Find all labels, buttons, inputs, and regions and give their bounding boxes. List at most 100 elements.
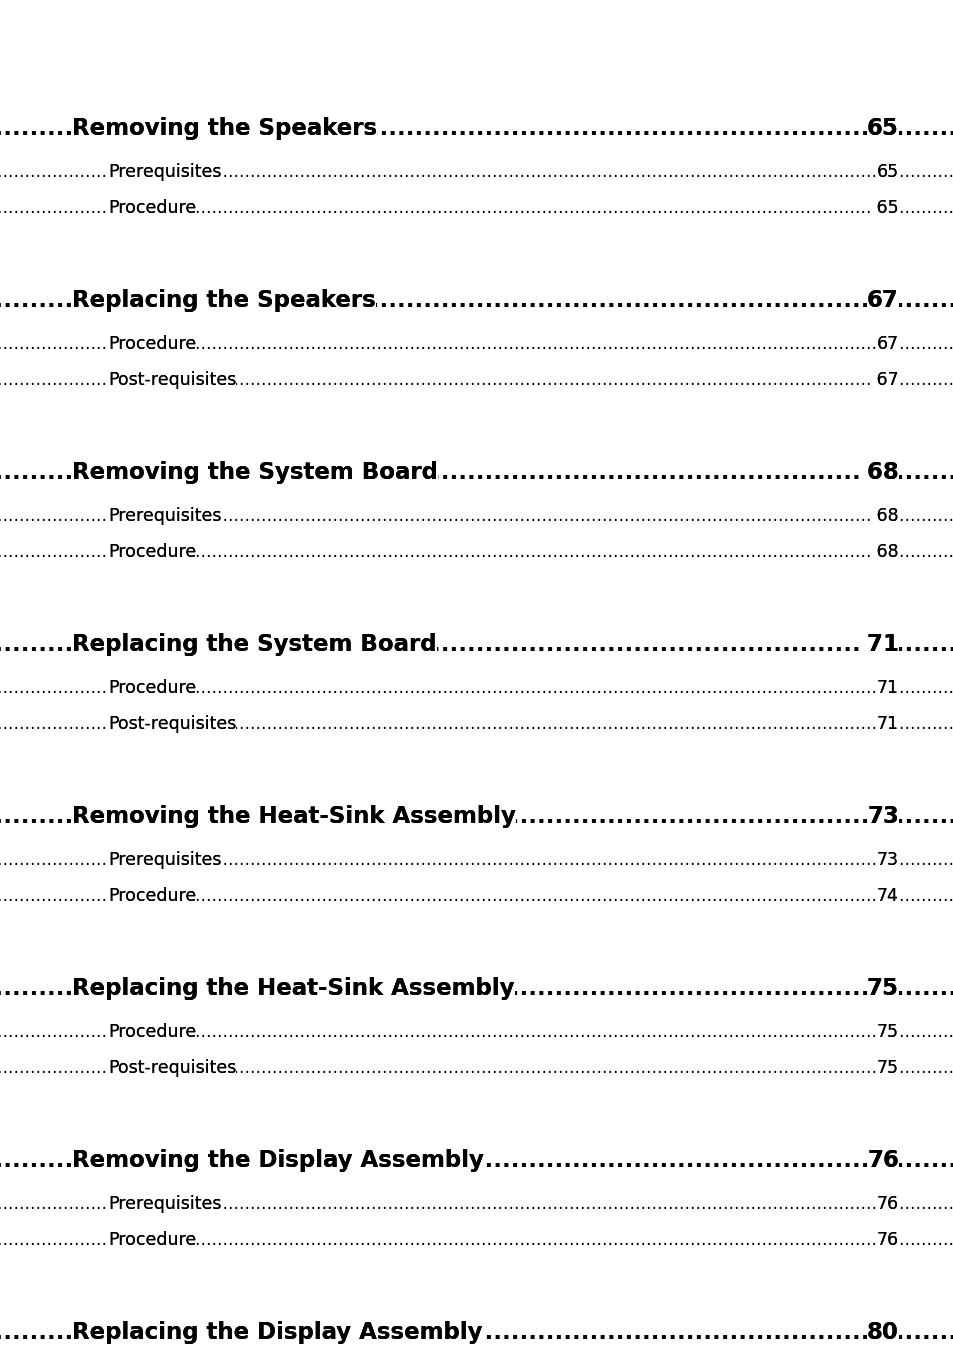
Text: ................................................................................: ........................................… (0, 1231, 953, 1249)
Bar (876, 335, 898, 352)
Bar (71, 290, 375, 311)
Bar (108, 372, 236, 389)
Text: 65: 65 (870, 199, 898, 217)
Bar (71, 977, 514, 1000)
Text: 71: 71 (876, 714, 898, 734)
Text: Replacing the Heat-Sink Assembly: Replacing the Heat-Sink Assembly (71, 977, 514, 1000)
Text: 75: 75 (876, 1023, 898, 1041)
Bar (71, 460, 437, 484)
Text: ................................................................................: ........................................… (0, 1149, 953, 1172)
Text: 80: 80 (866, 1321, 898, 1344)
Text: Prerequisites: Prerequisites (108, 163, 221, 182)
Bar (870, 372, 898, 389)
Text: 67: 67 (866, 290, 898, 311)
Bar (876, 679, 898, 697)
Bar (866, 290, 898, 311)
Text: Post-requisites: Post-requisites (108, 714, 236, 734)
Text: 65: 65 (870, 199, 898, 217)
Text: Prerequisites: Prerequisites (108, 851, 221, 869)
Text: Procedure: Procedure (108, 199, 196, 217)
Text: 73: 73 (866, 805, 898, 828)
Bar (71, 1149, 483, 1172)
Text: Removing the Display Assembly: Removing the Display Assembly (71, 1149, 483, 1172)
Bar (866, 117, 898, 139)
Text: ................................................................................: ........................................… (0, 1023, 953, 1041)
Bar (870, 544, 898, 561)
Text: Removing the Speakers: Removing the Speakers (71, 117, 376, 139)
Text: ................................................................................: ........................................… (0, 679, 953, 697)
Text: 67: 67 (870, 372, 898, 389)
Text: ................................................................................: ........................................… (0, 1059, 953, 1076)
Text: Prerequisites: Prerequisites (108, 1195, 221, 1213)
Text: Replacing the Heat-Sink Assembly: Replacing the Heat-Sink Assembly (71, 977, 514, 1000)
Text: Procedure: Procedure (108, 887, 196, 906)
Text: ................................................................................: ........................................… (0, 544, 953, 561)
Text: 71: 71 (858, 632, 898, 656)
Bar (876, 887, 898, 906)
Text: Prerequisites: Prerequisites (108, 1195, 221, 1213)
Text: Prerequisites: Prerequisites (108, 851, 221, 869)
Bar (108, 507, 221, 525)
Text: 76: 76 (876, 1195, 898, 1213)
Bar (866, 1321, 898, 1344)
Text: Prerequisites: Prerequisites (108, 507, 221, 525)
Bar (108, 851, 221, 869)
Text: 74: 74 (876, 887, 898, 906)
Text: 67: 67 (870, 372, 898, 389)
Bar (108, 714, 236, 734)
Text: Replacing the System Board: Replacing the System Board (71, 632, 436, 656)
Text: ................................................................................: ........................................… (0, 460, 953, 484)
Text: ................................................................................: ........................................… (0, 714, 953, 734)
Text: 75: 75 (876, 1059, 898, 1076)
Text: Replacing the Display Assembly: Replacing the Display Assembly (71, 1321, 482, 1344)
Text: 68: 68 (870, 544, 898, 561)
Text: ................................................................................: ........................................… (0, 290, 953, 311)
Text: 65: 65 (876, 163, 898, 182)
Bar (108, 1195, 221, 1213)
Text: ................................................................................: ........................................… (0, 372, 953, 389)
Text: ................................................................................: ........................................… (0, 335, 953, 352)
Text: Removing the Heat-Sink Assembly: Removing the Heat-Sink Assembly (71, 805, 516, 828)
Text: 68: 68 (859, 460, 898, 484)
Text: 74: 74 (876, 887, 898, 906)
Bar (866, 1149, 898, 1172)
Text: 75: 75 (876, 1023, 898, 1041)
Text: 71: 71 (876, 679, 898, 697)
Bar (858, 632, 898, 656)
Bar (108, 679, 196, 697)
Text: 73: 73 (866, 805, 898, 828)
Text: 67: 67 (866, 290, 898, 311)
Bar (71, 632, 436, 656)
Text: ................................................................................: ........................................… (0, 805, 953, 828)
Text: 71: 71 (876, 679, 898, 697)
Text: 76: 76 (866, 1149, 898, 1172)
Text: Removing the System Board: Removing the System Board (71, 460, 437, 484)
Bar (876, 1023, 898, 1041)
Text: Procedure: Procedure (108, 887, 196, 906)
Text: Procedure: Procedure (108, 1231, 196, 1249)
Text: Post-requisites: Post-requisites (108, 372, 236, 389)
Text: ................................................................................: ........................................… (0, 632, 953, 656)
Text: 73: 73 (876, 851, 898, 869)
Text: Removing the Display Assembly: Removing the Display Assembly (71, 1149, 483, 1172)
Text: Prerequisites: Prerequisites (108, 507, 221, 525)
Text: 65: 65 (876, 163, 898, 182)
Text: ................................................................................: ........................................… (0, 117, 953, 139)
Text: ................................................................................: ........................................… (0, 1321, 953, 1344)
Text: ................................................................................: ........................................… (0, 1195, 953, 1213)
Text: 68: 68 (859, 460, 898, 484)
Text: Post-requisites: Post-requisites (108, 1059, 236, 1076)
Bar (876, 851, 898, 869)
Text: 71: 71 (858, 632, 898, 656)
Bar (870, 507, 898, 525)
Bar (108, 335, 196, 352)
Text: Procedure: Procedure (108, 1023, 196, 1041)
Text: 71: 71 (876, 714, 898, 734)
Text: Post-requisites: Post-requisites (108, 1059, 236, 1076)
Bar (108, 544, 196, 561)
Text: Removing the Heat-Sink Assembly: Removing the Heat-Sink Assembly (71, 805, 516, 828)
Text: 68: 68 (870, 507, 898, 525)
Text: Replacing the Speakers: Replacing the Speakers (71, 290, 375, 311)
Bar (870, 199, 898, 217)
Text: Procedure: Procedure (108, 679, 196, 697)
